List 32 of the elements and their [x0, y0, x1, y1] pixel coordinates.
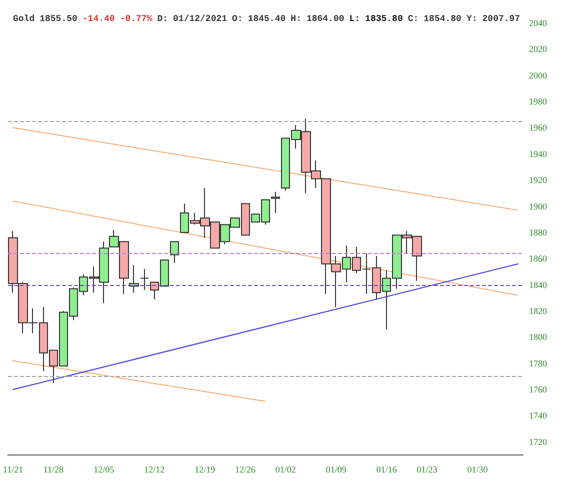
y-tick-label: 1720	[529, 436, 548, 447]
x-tick-label: 12/05	[94, 464, 115, 474]
y-tick-label: 1800	[529, 332, 548, 342]
candlestick	[271, 191, 280, 214]
y-tick-label: 1780	[529, 358, 548, 368]
y-tick-label: 1900	[529, 201, 548, 212]
y-tick-label: 2020	[529, 44, 548, 54]
x-tick-label: 01/09	[326, 464, 347, 474]
x-tick-label: 01/16	[376, 464, 398, 474]
y-tick-label: 1920	[529, 175, 548, 186]
x-tick-label: 11/21	[2, 464, 24, 474]
x-tick-label: 12/26	[235, 464, 256, 474]
y-tick-label: 1880	[529, 227, 548, 238]
x-tick-label: 01/23	[416, 464, 438, 474]
x-tick-label: 01/30	[467, 464, 488, 474]
y-tick-label: 1860	[529, 254, 548, 264]
x-tick-label: 12/12	[144, 464, 165, 474]
x-tick-label: 01/02	[275, 464, 296, 474]
candlestick	[170, 241, 179, 264]
y-tick-label: 1940	[529, 148, 548, 159]
y-tick-label: 1960	[529, 122, 548, 133]
y-tick-label: 1820	[529, 306, 548, 316]
y-tick-label: 2040	[529, 18, 548, 28]
x-tick-label: 12/19	[194, 464, 216, 474]
y-tick-label: 1980	[529, 96, 548, 107]
chart-title: Gold 1855.50 -14.40 -0.77% D: 01/12/2021 O: 1845.40 H: 1864.00 L: 1835.80 C: 1854.80 Y: 2007.97	[13, 14, 520, 24]
y-tick-label: 1760	[529, 384, 548, 395]
y-tick-label: 2000	[529, 70, 548, 80]
candlestick	[140, 268, 149, 291]
y-tick-label: 1840	[529, 280, 548, 290]
y-tick-label: 1740	[529, 410, 548, 421]
x-tick-label: 11/28	[43, 464, 64, 474]
